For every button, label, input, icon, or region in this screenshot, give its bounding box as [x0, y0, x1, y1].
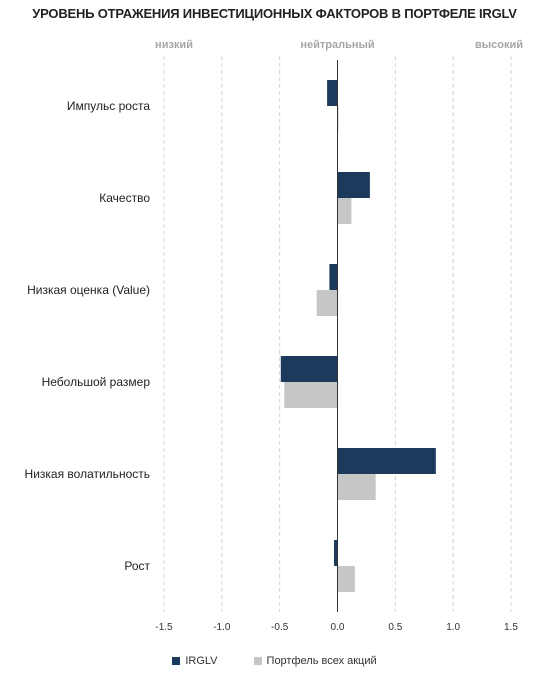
bars [280, 80, 436, 592]
legend-swatch-all-stocks [253, 657, 262, 665]
scale-labels: низкий нейтральный высокий [155, 39, 523, 51]
scale-label-2: высокий [475, 39, 523, 51]
category-label-3: Небольшой размер [42, 375, 151, 389]
bar-портфель-всех-акций-2 [316, 290, 338, 316]
x-tick-label-2: -0.5 [271, 622, 289, 633]
category-label-1: Качество [99, 191, 150, 205]
bar-портфель-всех-акций-3 [284, 382, 338, 408]
chart-title: УРОВЕНЬ ОТРАЖЕНИЯ ИНВЕСТИЦИОННЫХ ФАКТОРО… [32, 6, 517, 21]
bar-irglv-2 [329, 264, 338, 290]
x-tick-label-4: 0.5 [388, 622, 402, 633]
x-tick-label-0: -1.5 [155, 622, 173, 633]
bar-irglv-0 [327, 80, 338, 106]
bar-портфель-всех-акций-4 [337, 474, 376, 500]
x-tick-label-5: 1.0 [446, 622, 460, 633]
legend: IRGLV Портфель всех акций [0, 655, 549, 667]
x-tick-label-1: -1.0 [213, 622, 231, 633]
bar-портфель-всех-акций-1 [337, 198, 352, 224]
category-label-5: Рост [124, 559, 150, 573]
x-tick-label-6: 1.5 [504, 622, 518, 633]
bar-irglv-4 [337, 448, 436, 474]
legend-label-all-stocks: Портфель всех акций [266, 655, 377, 667]
bar-irglv-3 [280, 356, 338, 382]
scale-label-0: низкий [155, 39, 193, 51]
category-label-4: Низкая волатильность [25, 467, 150, 481]
x-tick-label-3: 0.0 [331, 622, 345, 633]
grid-lines [163, 56, 512, 612]
bar-irglv-5 [334, 540, 338, 566]
x-tick-labels: -1.5 -1.0 -0.5 0.0 0.5 1.0 1.5 [155, 622, 518, 633]
legend-label-irglv: IRGLV [185, 655, 218, 667]
legend-item-all-stocks: Портфель всех акций [253, 655, 377, 667]
category-label-0: Импульс роста [67, 99, 150, 113]
bar-портфель-всех-акций-5 [337, 566, 355, 592]
legend-item-irglv: IRGLV [172, 655, 218, 667]
scale-label-1: нейтральный [300, 39, 374, 51]
category-label-2: Низкая оценка (Value) [27, 283, 150, 297]
bar-irglv-1 [337, 172, 370, 198]
legend-swatch-irglv [172, 657, 181, 665]
category-labels: Импульс роста Качество Низкая оценка (Valu… [25, 99, 151, 573]
